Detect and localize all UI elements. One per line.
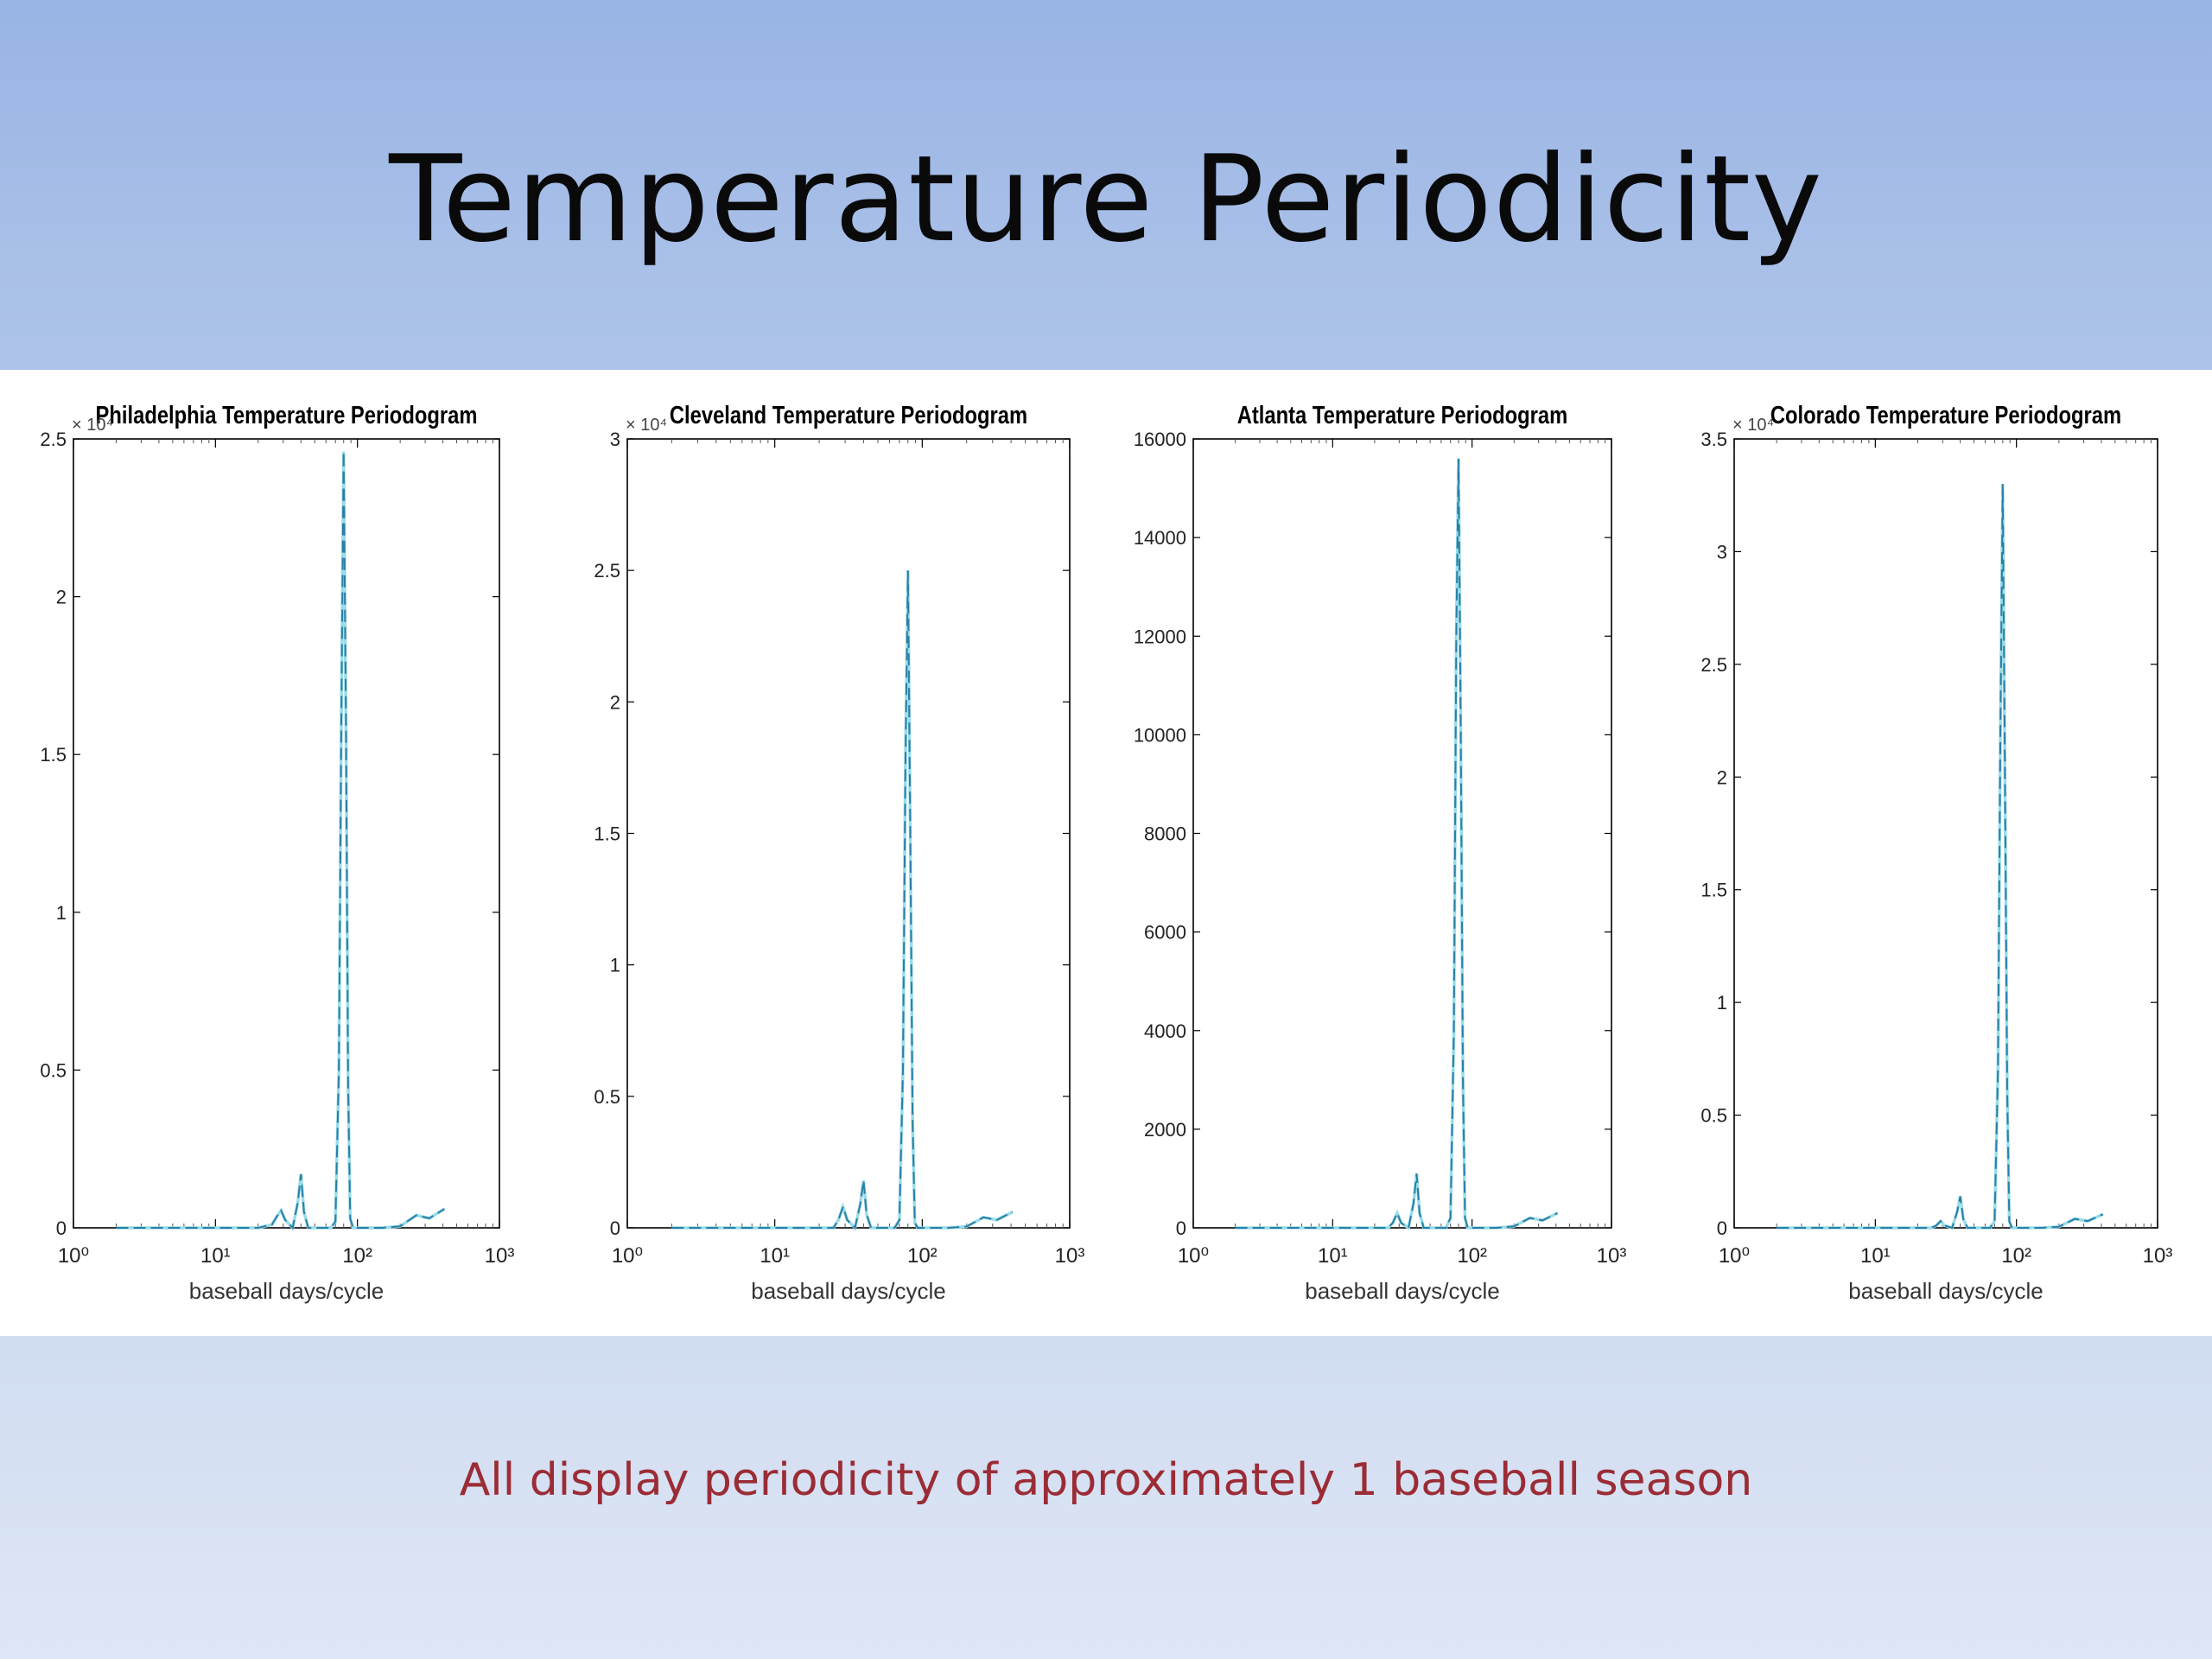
y-tick-label: 2.5 — [40, 429, 67, 450]
series-line-glow — [1777, 484, 2104, 1230]
series-line-glow — [116, 451, 446, 1231]
x-tick-label: 10² — [2001, 1244, 2031, 1268]
y-tick-label: 0.5 — [40, 1059, 67, 1081]
x-tick-label: 10¹ — [1860, 1244, 1891, 1268]
chart-title: Atlanta Temperature Periodogram — [1237, 401, 1568, 429]
y-tick-label: 0.5 — [594, 1086, 620, 1108]
y-tick-label: 10000 — [1134, 724, 1186, 746]
x-tick-label: 10³ — [485, 1244, 515, 1268]
plot-frame-1 — [73, 438, 500, 1229]
slide-title: Temperature Periodicity — [389, 130, 1823, 269]
x-tick-label: 10¹ — [760, 1244, 790, 1268]
x-tick-label: 10³ — [1597, 1244, 1627, 1268]
chart-panel: Philadelphia Temperature Periodogram × 10… — [0, 370, 2212, 1336]
y-tick-label: 3.5 — [1700, 429, 1727, 450]
chart-title: Cleveland Temperature Periodogram — [670, 401, 1027, 429]
y-exponent-label: × 10⁴ — [626, 416, 667, 435]
y-tick-label: 0 — [56, 1217, 67, 1239]
y-tick-label: 2000 — [1144, 1119, 1186, 1141]
y-exponent-label: × 10⁴ — [1732, 416, 1774, 435]
y-tick-label: 1.5 — [40, 744, 67, 766]
x-tick-label: 10³ — [1055, 1244, 1085, 1268]
series-line-glow — [1235, 458, 1559, 1230]
y-tick-label: 0 — [1717, 1217, 1727, 1239]
chart-title: Colorado Temperature Periodogram — [1770, 401, 2121, 429]
x-tick-label: 10⁰ — [1719, 1244, 1750, 1268]
y-tick-label: 3 — [610, 429, 620, 450]
y-tick-label: 4000 — [1144, 1020, 1186, 1042]
y-tick-label: 1.5 — [1700, 880, 1727, 901]
series-line — [671, 570, 1014, 1230]
x-tick-label: 10¹ — [200, 1244, 231, 1268]
x-axis-label: baseball days/cycle — [189, 1278, 384, 1304]
y-tick-label: 1 — [56, 902, 67, 924]
y-tick-label: 1 — [610, 955, 620, 976]
chart-title: Philadelphia Temperature Periodogram — [96, 401, 478, 429]
y-tick-label: 1 — [1717, 992, 1727, 1014]
y-tick-label: 8000 — [1144, 823, 1186, 845]
x-tick-label: 10² — [342, 1244, 372, 1268]
series-line — [1777, 484, 2104, 1230]
y-tick-label: 0 — [610, 1217, 620, 1239]
y-tick-label: 2.5 — [1700, 654, 1727, 676]
y-tick-label: 2 — [56, 587, 67, 608]
series-line — [116, 451, 445, 1230]
x-axis-label: baseball days/cycle — [1848, 1278, 2043, 1304]
y-tick-label: 12000 — [1134, 626, 1186, 647]
y-tick-label: 16000 — [1134, 429, 1186, 450]
y-tick-label: 2 — [610, 691, 620, 713]
series-line — [1235, 458, 1558, 1230]
y-tick-label: 14000 — [1134, 527, 1186, 549]
x-tick-label: 10⁰ — [58, 1244, 89, 1268]
y-tick-label: 2.5 — [594, 560, 620, 582]
y-tick-label: 0.5 — [1700, 1105, 1727, 1127]
y-tick-label: 2 — [1717, 766, 1727, 788]
x-tick-label: 10⁰ — [1178, 1244, 1209, 1268]
x-tick-label: 10⁰ — [612, 1244, 643, 1268]
plot-frame-4 — [1733, 438, 2158, 1229]
y-tick-label: 1.5 — [594, 823, 620, 845]
x-tick-label: 10¹ — [1318, 1244, 1348, 1268]
y-tick-label: 3 — [1717, 541, 1727, 563]
x-tick-label: 10² — [907, 1244, 938, 1268]
plot-frame-2 — [626, 438, 1071, 1229]
y-tick-label: 0 — [1176, 1217, 1186, 1239]
x-tick-label: 10³ — [2143, 1244, 2173, 1268]
periodogram-figure: Philadelphia Temperature Periodogram× 10… — [40, 401, 2173, 1304]
plot-frame-3 — [1192, 438, 1612, 1229]
series-line-glow — [671, 570, 1014, 1231]
x-tick-label: 10² — [1457, 1244, 1487, 1268]
y-tick-label: 6000 — [1144, 922, 1186, 944]
slide-caption: All display periodicity of approximately… — [459, 1454, 1753, 1506]
x-axis-label: baseball days/cycle — [1305, 1278, 1499, 1304]
x-axis-label: baseball days/cycle — [751, 1278, 945, 1304]
y-exponent-label: × 10⁴ — [72, 416, 113, 435]
